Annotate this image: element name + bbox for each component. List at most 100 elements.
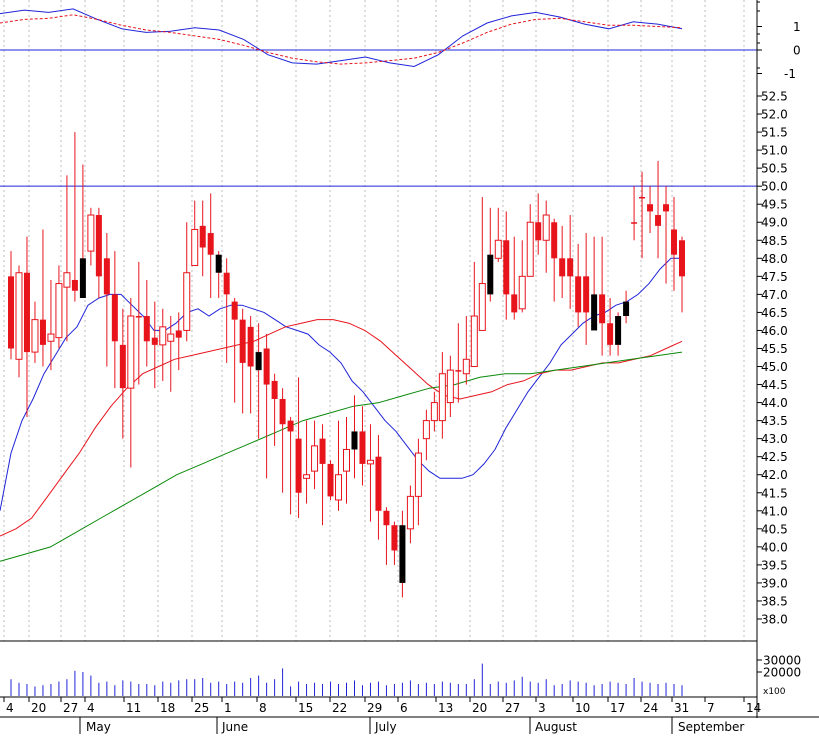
candle-body <box>55 283 63 339</box>
candle-body <box>366 459 374 465</box>
month-label: June <box>221 720 248 734</box>
candle-body <box>247 326 254 367</box>
candle-body <box>655 215 662 226</box>
candle-body <box>8 276 14 349</box>
date-tick-label: 17 <box>610 701 625 715</box>
candle-body <box>615 316 622 345</box>
price-tick-label: 44.0 <box>761 396 788 410</box>
candle-body <box>271 380 278 399</box>
date-tick-label: 11 <box>126 701 141 715</box>
reference-lines <box>0 49 757 187</box>
candle-body <box>583 276 590 313</box>
price-tick-label: 48.0 <box>761 252 788 266</box>
candle-body <box>79 258 86 298</box>
candle-body <box>631 222 638 224</box>
price-tick-label: 40.0 <box>761 540 788 554</box>
candle-body <box>175 330 182 338</box>
price-tick-label: 38.0 <box>761 613 788 627</box>
date-tick-label: 10 <box>575 701 590 715</box>
price-tick-label: 39.5 <box>761 558 788 572</box>
candle-body <box>71 279 78 291</box>
price-tick-label: 48.5 <box>761 234 788 248</box>
price-tick-label: 42.0 <box>761 468 788 482</box>
candle-body <box>223 272 230 295</box>
candle-body <box>319 438 326 464</box>
price-tick-label: 41.5 <box>761 486 788 500</box>
candle-body <box>494 239 502 259</box>
grid-lines <box>3 0 745 641</box>
candle-body <box>255 352 262 371</box>
candle-body <box>526 221 534 277</box>
price-tick-label: 52.0 <box>761 108 788 122</box>
price-tick-label: 51.5 <box>761 126 788 140</box>
price-tick-label: 50.5 <box>761 162 788 176</box>
price-tick-label: 43.0 <box>761 432 788 446</box>
candle-body <box>119 344 126 389</box>
candle-body <box>591 294 598 331</box>
candle-body <box>351 431 358 450</box>
candle-body <box>623 301 630 317</box>
candle-body <box>406 495 414 530</box>
candle-body <box>111 294 118 342</box>
date-tick-label: 14 <box>746 701 761 715</box>
candle-body <box>31 319 39 353</box>
candle-body <box>535 222 542 241</box>
candle-body <box>231 301 238 320</box>
price-tick-label: 38.5 <box>761 594 788 608</box>
month-label: September <box>678 720 744 734</box>
candle-body <box>159 326 167 346</box>
month-label: July <box>374 720 397 734</box>
price-tick-label: 40.5 <box>761 522 788 536</box>
date-tick-label: 7 <box>707 701 715 715</box>
price-tick-label: 42.5 <box>761 450 788 464</box>
candle-body <box>95 215 102 277</box>
volume-tick-label: 20000 <box>763 666 801 680</box>
candle-body <box>478 283 486 331</box>
oscillator-tick-label: -1 <box>784 67 796 81</box>
candle-body <box>287 420 294 432</box>
date-tick-label: 20 <box>472 701 487 715</box>
oscillator-panel <box>0 8 683 68</box>
candle-body <box>487 254 494 295</box>
candle-body <box>422 420 430 440</box>
candle-body <box>103 258 110 295</box>
ma-mid-line <box>0 319 683 537</box>
volume-tick-label: 30000 <box>763 654 801 668</box>
ma-slow-line <box>0 351 683 562</box>
chart-frame <box>0 0 819 718</box>
candle-body <box>199 225 206 248</box>
candle-body <box>430 402 438 422</box>
oscillator-tick-label: 0 <box>793 44 801 58</box>
candle-body <box>303 474 311 479</box>
date-tick-label: 31 <box>674 701 689 715</box>
candle-body <box>399 525 406 583</box>
candle-body <box>503 240 510 295</box>
candle-body <box>23 272 30 353</box>
date-tick-label: 29 <box>367 701 382 715</box>
candle-body <box>607 323 614 345</box>
candle-body <box>542 214 550 241</box>
candle-body <box>671 229 678 255</box>
price-tick-label: 47.0 <box>761 288 788 302</box>
date-tick-label: 1 <box>224 701 232 715</box>
oscillator-signal-line <box>0 14 683 65</box>
volume-panel <box>10 663 683 696</box>
date-tick-label: 4 <box>87 701 95 715</box>
candle-body <box>279 398 286 425</box>
volume-unit-label: x100 <box>763 687 786 697</box>
axis-labels: 38.0 38.5 39.0 39.5 40.0 40.5 41.0 41.5 42.0 42.5… <box>3 1 801 734</box>
candle-body <box>311 445 319 472</box>
date-tick-label: 18 <box>160 701 175 715</box>
oscillator-tick-label: 1 <box>793 20 801 34</box>
candle-body <box>567 258 574 277</box>
candle-body <box>446 369 454 404</box>
price-tick-label: 43.5 <box>761 414 788 428</box>
candle-body <box>295 438 302 493</box>
date-tick-label: 25 <box>194 701 209 715</box>
date-tick-label: 22 <box>332 701 347 715</box>
candle-body <box>151 337 158 345</box>
date-tick-label: 24 <box>643 701 658 715</box>
date-tick-label: 20 <box>31 701 46 715</box>
